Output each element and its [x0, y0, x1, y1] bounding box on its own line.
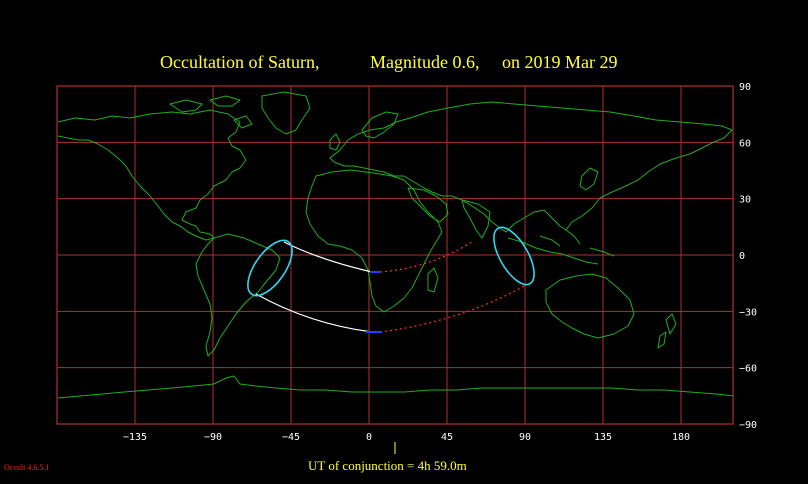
- version-label: Occult 4.6.5.1: [4, 463, 49, 472]
- latitude-tick-label: 60: [739, 138, 751, 149]
- coast-north-america: [57, 109, 247, 241]
- latitude-tick-label: −90: [739, 420, 757, 431]
- latitude-tick-label: 30: [739, 195, 751, 206]
- conjunction-label: UT of conjunction = 4h 59.0m: [308, 458, 467, 473]
- longitude-tick-label: 45: [441, 432, 453, 443]
- coast-africa: [305, 169, 443, 313]
- longitude-tick-label: −90: [204, 432, 222, 443]
- coast-arctic-islands: [169, 95, 253, 129]
- latitude-tick-label: −30: [739, 307, 757, 318]
- west-event-ellipse: [247, 239, 293, 297]
- coast-southeast-asia: [507, 229, 615, 265]
- coast-uk: [329, 133, 341, 151]
- east-event-ellipse: [493, 226, 535, 286]
- longitude-tick-label: −45: [282, 432, 300, 443]
- title-object: Occultation of Saturn,: [160, 52, 319, 72]
- coast-japan: [579, 167, 599, 191]
- coast-greenland: [261, 91, 311, 135]
- north-limit-dotted: [379, 241, 473, 273]
- map-frame: [56, 85, 734, 425]
- title-magnitude: Magnitude 0.6,: [370, 52, 480, 72]
- latitude-tick-labels: 90 60 30 0 −30 −60 −90: [739, 82, 757, 431]
- coast-scandinavia: [361, 111, 399, 139]
- occultation-path: [247, 226, 535, 333]
- coast-australia: [545, 273, 635, 339]
- latitude-tick-label: 0: [739, 251, 745, 262]
- world-coastlines: [57, 91, 735, 399]
- south-limit-dotted: [379, 283, 529, 333]
- coast-new-zealand: [657, 313, 677, 349]
- longitude-tick-label: 90: [519, 432, 531, 443]
- coast-madagascar: [427, 267, 439, 293]
- longitude-tick-label: 135: [594, 432, 612, 443]
- north-limit-line: [283, 241, 373, 273]
- coast-south-america: [195, 233, 281, 357]
- longitude-tick-labels: −135 −90 −45 0 45 90 135 180: [123, 432, 690, 443]
- grid-lines: [57, 86, 733, 424]
- south-limit-line: [255, 293, 373, 333]
- longitude-tick-label: −135: [123, 432, 147, 443]
- latitude-tick-label: 90: [739, 82, 751, 93]
- longitude-tick-label: 180: [672, 432, 690, 443]
- coast-antarctica: [57, 375, 735, 399]
- coast-india: [461, 199, 491, 239]
- longitude-tick-label: 0: [366, 432, 372, 443]
- title-date: on 2019 Mar 29: [502, 52, 618, 72]
- coast-eurasia: [329, 101, 733, 233]
- latitude-tick-label: −60: [739, 364, 757, 375]
- coast-arabia: [407, 187, 449, 223]
